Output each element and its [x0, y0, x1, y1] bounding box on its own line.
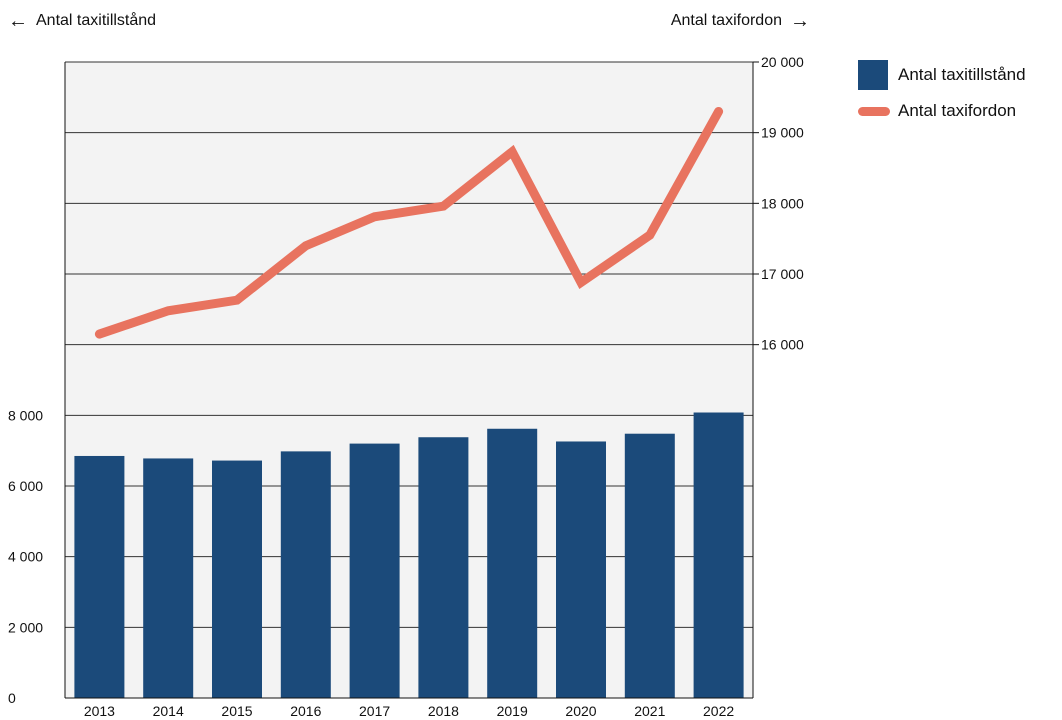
left-tick-label: 0	[8, 690, 16, 706]
legend-label-line: Antal taxifordon	[898, 101, 1017, 120]
x-tick-label: 2014	[153, 703, 184, 719]
legend-item-line: Antal taxifordon	[858, 94, 1026, 128]
arrow-left-icon: ←	[8, 10, 28, 32]
legend: Antal taxitillstånd Antal taxifordon	[858, 58, 1026, 130]
right-tick-label: 16 000	[761, 337, 804, 353]
x-tick-label: 2015	[221, 703, 252, 719]
bar	[349, 443, 400, 698]
bar	[624, 433, 675, 698]
x-tick-label: 2013	[84, 703, 115, 719]
bar	[418, 437, 469, 698]
left-axis-caption: ← Antal taxitillstånd	[8, 10, 156, 32]
x-tick-label: 2020	[565, 703, 596, 719]
x-tick-label: 2018	[428, 703, 459, 719]
line-series-antal-taxifordon	[94, 106, 724, 339]
bar	[143, 458, 194, 698]
legend-swatch-bar	[858, 60, 888, 90]
right-axis-caption: Antal taxifordon →	[671, 10, 810, 32]
left-tick-label: 2 000	[8, 619, 43, 635]
x-tick-label: 2021	[634, 703, 665, 719]
bar	[487, 428, 538, 698]
bar	[212, 460, 262, 698]
right-tick-label: 20 000	[761, 54, 804, 70]
x-tick-label: 2019	[497, 703, 528, 719]
right-tick-label: 19 000	[761, 125, 804, 141]
bar	[74, 455, 125, 698]
x-tick-label: 2016	[290, 703, 321, 719]
bar	[280, 451, 331, 698]
x-tick-label: 2022	[703, 703, 734, 719]
x-tick-label: 2017	[359, 703, 390, 719]
arrow-right-icon: →	[790, 10, 810, 32]
legend-item-bar: Antal taxitillstånd	[858, 58, 1026, 92]
left-tick-label: 4 000	[8, 549, 43, 565]
right-tick-label: 18 000	[761, 195, 804, 211]
left-axis-caption-text: Antal taxitillstånd	[36, 12, 157, 29]
left-tick-label: 6 000	[8, 478, 43, 494]
bar	[556, 441, 606, 698]
legend-swatch-line	[858, 106, 890, 116]
bar	[693, 412, 744, 698]
right-axis-caption-text: Antal taxifordon	[670, 12, 782, 29]
legend-label-bar: Antal taxitillstånd	[898, 65, 1026, 84]
left-tick-label: 8 000	[8, 407, 43, 423]
right-tick-label: 17 000	[761, 266, 804, 282]
